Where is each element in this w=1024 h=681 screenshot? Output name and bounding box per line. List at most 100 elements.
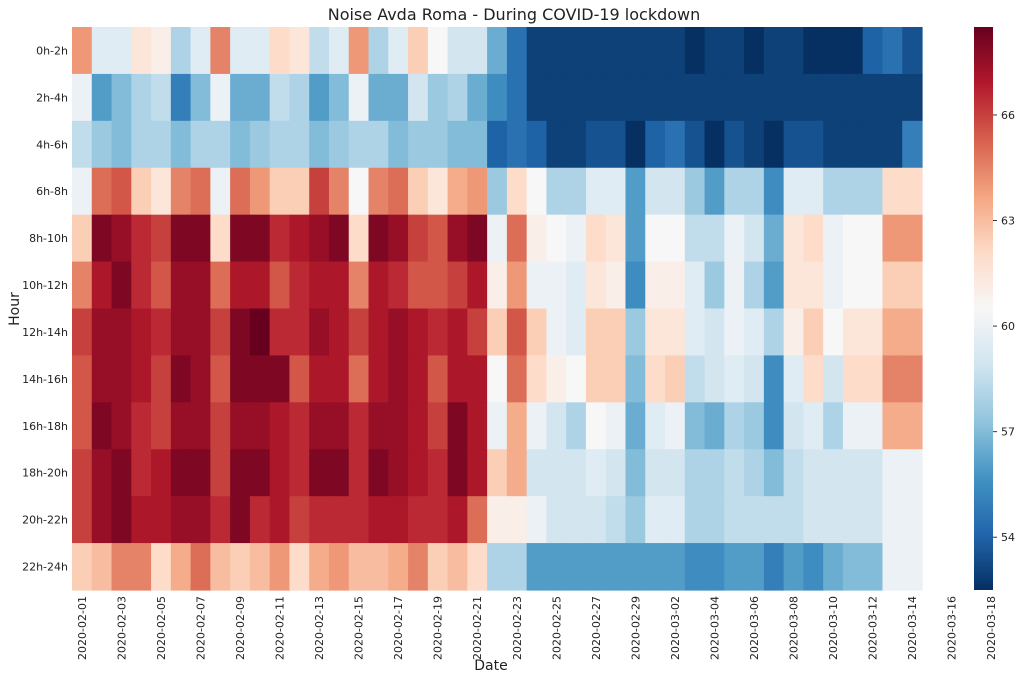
heatmap-cell <box>230 214 251 263</box>
heatmap-cell <box>823 120 844 169</box>
heatmap-cell <box>704 355 725 403</box>
heatmap-cell <box>566 73 587 122</box>
heatmap-cell <box>605 449 627 497</box>
x-tick-label: 2020-03-14 <box>906 596 919 660</box>
heatmap-cell <box>862 355 884 403</box>
heatmap-cell <box>131 214 152 263</box>
heatmap-cell <box>309 308 330 357</box>
heatmap-cell <box>724 355 745 403</box>
heatmap-cell <box>704 167 725 216</box>
heatmap-cell <box>151 496 172 544</box>
heatmap-cell <box>605 73 627 122</box>
heatmap-cell <box>506 73 528 122</box>
heatmap-cell <box>506 402 528 450</box>
heatmap-cell <box>408 120 429 169</box>
heatmap-cell <box>842 120 864 169</box>
heatmap-cell <box>823 543 844 591</box>
x-tick-label: 2020-03-10 <box>827 596 840 660</box>
heatmap-cell <box>783 496 804 544</box>
heatmap-cell <box>566 214 587 263</box>
x-tick-label: 2020-02-09 <box>234 596 247 660</box>
heatmap-cell <box>328 167 350 216</box>
heatmap-cell <box>724 543 745 591</box>
heatmap-cell <box>368 449 389 497</box>
heatmap-cell <box>269 167 291 216</box>
heatmap-cell <box>72 355 93 403</box>
heatmap-cell <box>111 214 132 263</box>
heatmap-cell <box>585 120 607 169</box>
heatmap-cell <box>625 496 646 544</box>
heatmap-cell <box>269 543 291 591</box>
heatmap-cell <box>289 167 310 216</box>
heatmap-cell <box>151 543 172 591</box>
heatmap-cell <box>625 73 646 122</box>
heatmap-cell <box>803 308 824 357</box>
heatmap-cell <box>882 543 903 591</box>
heatmap-cell <box>487 214 508 263</box>
heatmap-cell <box>625 308 646 357</box>
heatmap-cell <box>605 167 627 216</box>
heatmap-cell <box>526 308 548 357</box>
heatmap-cell <box>368 214 389 263</box>
heatmap-cell <box>823 308 844 357</box>
y-tick-label: 6h-8h <box>36 185 68 198</box>
x-tick-label: 2020-03-02 <box>669 596 682 660</box>
heatmap-cell <box>862 167 884 216</box>
heatmap-cell <box>823 449 844 497</box>
heatmap-cell <box>625 449 646 497</box>
heatmap-cell <box>131 449 152 497</box>
heatmap-cell <box>427 120 449 169</box>
heatmap-cell <box>862 27 884 75</box>
heatmap-cell <box>882 120 903 169</box>
heatmap-cell <box>902 449 923 497</box>
x-tick-label: 2020-02-11 <box>274 596 287 660</box>
x-axis-label: Date <box>474 658 507 674</box>
heatmap-cell <box>665 261 686 310</box>
heatmap-cell <box>566 261 587 310</box>
heatmap-cell <box>447 167 468 216</box>
heatmap-cell <box>526 496 548 544</box>
heatmap-cell <box>249 355 271 403</box>
heatmap-cell <box>783 355 804 403</box>
heatmap-cell <box>625 120 646 169</box>
heatmap-cell <box>151 73 172 122</box>
heatmap-cell <box>249 167 271 216</box>
heatmap-cell <box>724 449 745 497</box>
heatmap-cell <box>506 27 528 75</box>
heatmap-cell <box>566 120 587 169</box>
heatmap-cell <box>111 402 132 450</box>
heatmap-cell <box>269 449 291 497</box>
heatmap-cell <box>842 167 864 216</box>
heatmap-cell <box>190 167 211 216</box>
heatmap-cell <box>783 167 804 216</box>
heatmap-cell <box>388 449 409 497</box>
heatmap-cell <box>309 120 330 169</box>
heatmap-cell <box>665 402 686 450</box>
heatmap-cell <box>230 27 251 75</box>
heatmap-cell <box>91 214 113 263</box>
heatmap-cell <box>665 120 686 169</box>
heatmap-cell <box>684 261 706 310</box>
heatmap-cell <box>783 543 804 591</box>
heatmap-cell <box>467 120 488 169</box>
heatmap-cell <box>842 308 864 357</box>
heatmap-cell <box>388 496 409 544</box>
heatmap-cell <box>131 496 152 544</box>
heatmap-cell <box>566 449 587 497</box>
heatmap-cell <box>704 214 725 263</box>
heatmap-cell <box>467 496 488 544</box>
heatmap-cell <box>91 261 113 310</box>
heatmap-cell <box>230 120 251 169</box>
heatmap-cell <box>704 308 725 357</box>
colorbar-tick-label: 63 <box>1001 215 1015 228</box>
heatmap-cell <box>487 73 508 122</box>
heatmap-cell <box>368 402 389 450</box>
heatmap-cell <box>566 308 587 357</box>
heatmap-cell <box>566 402 587 450</box>
heatmap-cell <box>408 73 429 122</box>
y-tick-label: 16h-18h <box>22 420 68 433</box>
heatmap-cell <box>289 261 310 310</box>
heatmap-cell <box>289 73 310 122</box>
heatmap-cell <box>803 261 824 310</box>
heatmap-cell <box>902 167 923 216</box>
